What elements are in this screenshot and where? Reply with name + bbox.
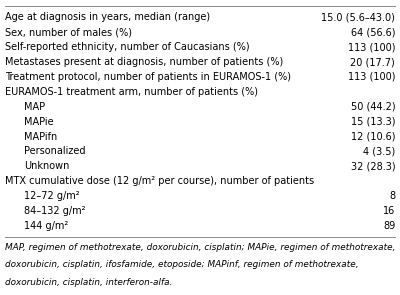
Text: 32 (28.3): 32 (28.3) — [350, 161, 395, 171]
Text: 84–132 g/m²: 84–132 g/m² — [24, 206, 86, 216]
Text: Sex, number of males (%): Sex, number of males (%) — [5, 27, 132, 37]
Text: Treatment protocol, number of patients in EURAMOS-1 (%): Treatment protocol, number of patients i… — [5, 72, 291, 82]
Text: doxorubicin, cisplatin, ifosfamide, etoposide; MAPinf, regimen of methotrexate,: doxorubicin, cisplatin, ifosfamide, etop… — [5, 260, 358, 270]
Text: 50 (44.2): 50 (44.2) — [350, 102, 395, 112]
Text: 20 (17.7): 20 (17.7) — [350, 57, 395, 67]
Text: 12–72 g/m²: 12–72 g/m² — [24, 191, 80, 201]
Text: 4 (3.5): 4 (3.5) — [363, 146, 395, 156]
Text: EURAMOS-1 treatment arm, number of patients (%): EURAMOS-1 treatment arm, number of patie… — [5, 87, 258, 97]
Text: 16: 16 — [383, 206, 395, 216]
Text: MTX cumulative dose (12 g/m² per course), number of patients: MTX cumulative dose (12 g/m² per course)… — [5, 176, 314, 186]
Text: MAPie: MAPie — [24, 117, 54, 127]
Text: 15.0 (5.6–43.0): 15.0 (5.6–43.0) — [321, 12, 395, 22]
Text: 113 (100): 113 (100) — [348, 42, 395, 52]
Text: MAP, regimen of methotrexate, doxorubicin, cisplatin; MAPie, regimen of methotre: MAP, regimen of methotrexate, doxorubici… — [5, 243, 395, 253]
Text: 113 (100): 113 (100) — [348, 72, 395, 82]
Text: MAP: MAP — [24, 102, 45, 112]
Text: MAPifn: MAPifn — [24, 132, 57, 142]
Text: 144 g/m²: 144 g/m² — [24, 221, 68, 231]
Text: Self-reported ethnicity, number of Caucasians (%): Self-reported ethnicity, number of Cauca… — [5, 42, 250, 52]
Text: doxorubicin, cisplatin, interferon-alfa.: doxorubicin, cisplatin, interferon-alfa. — [5, 278, 172, 287]
Text: 8: 8 — [389, 191, 395, 201]
Text: Metastases present at diagnosis, number of patients (%): Metastases present at diagnosis, number … — [5, 57, 283, 67]
Text: 15 (13.3): 15 (13.3) — [351, 117, 395, 127]
Text: Unknown: Unknown — [24, 161, 69, 171]
Text: Age at diagnosis in years, median (range): Age at diagnosis in years, median (range… — [5, 12, 210, 22]
Text: 89: 89 — [383, 221, 395, 231]
Text: Personalized: Personalized — [24, 146, 86, 156]
Text: 64 (56.6): 64 (56.6) — [351, 27, 395, 37]
Text: 12 (10.6): 12 (10.6) — [351, 132, 395, 142]
